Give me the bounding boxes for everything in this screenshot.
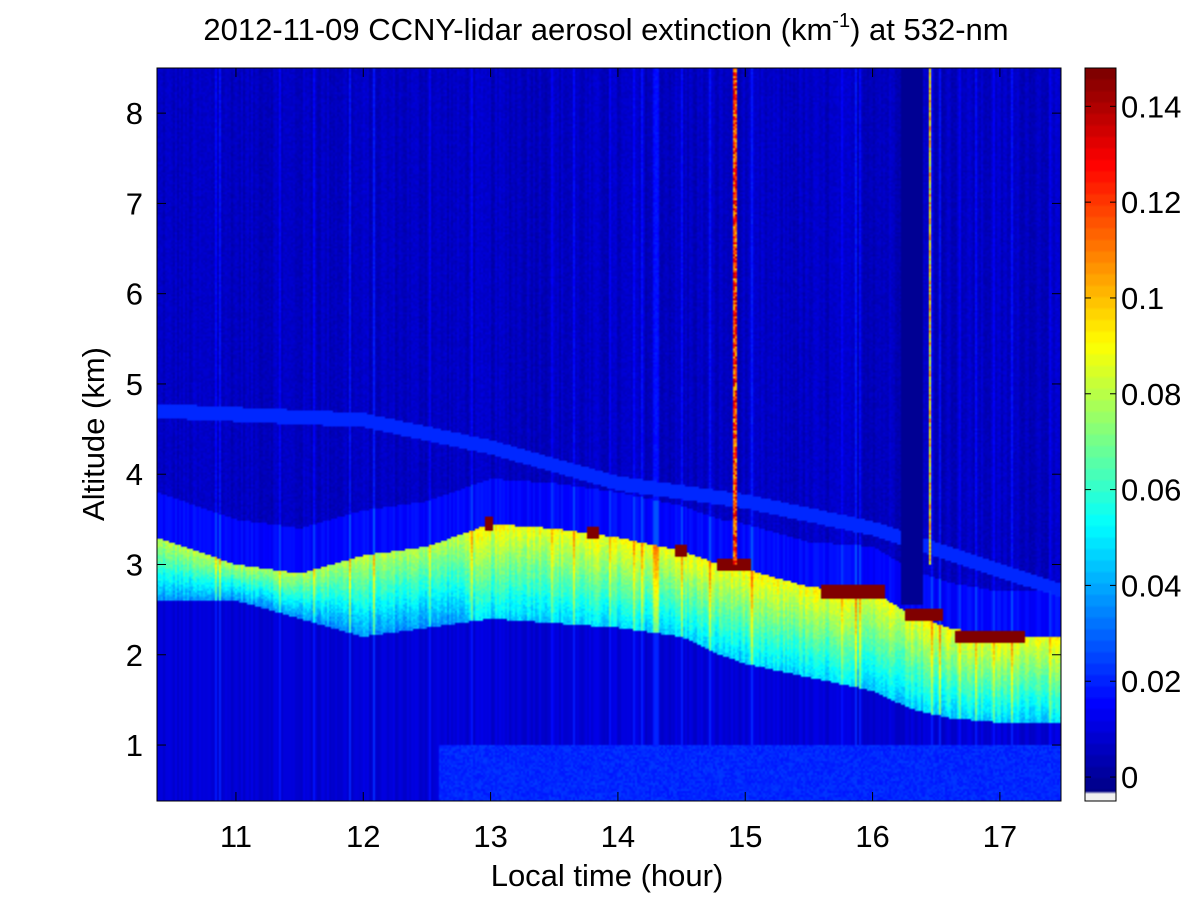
colorbar-tick-label: 0.06 <box>1121 473 1181 508</box>
y-tick-label: 1 <box>126 728 143 763</box>
y-tick-label: 8 <box>126 96 143 131</box>
y-tick-label: 7 <box>126 186 143 221</box>
colorbar-tick-label: 0.08 <box>1121 377 1181 412</box>
x-tick-label: 11 <box>220 819 252 854</box>
y-axis-ticks: 1 2 3 4 5 6 7 8 <box>126 96 1061 763</box>
colorbar: 0 0.02 0.04 0.06 0.08 0.1 0.12 0.14 <box>1084 67 1181 802</box>
y-tick-label: 2 <box>126 638 143 673</box>
colorbar-frame <box>1084 67 1117 802</box>
colorbar-gradient <box>1085 68 1116 801</box>
y-tick-label: 4 <box>126 457 143 492</box>
x-tick-label: 13 <box>473 819 507 854</box>
colorbar-tick-label: 0.12 <box>1121 185 1181 220</box>
x-axis-ticks: 11 12 13 14 15 16 17 <box>220 68 1017 854</box>
y-axis-label: Altitude (km) <box>76 347 111 521</box>
x-axis-label: Local time (hour) <box>491 858 724 893</box>
y-tick-label: 5 <box>126 367 143 402</box>
colorbar-tick-label: 0.1 <box>1121 281 1164 316</box>
x-tick-label: 12 <box>346 819 380 854</box>
x-tick-label: 16 <box>855 819 889 854</box>
y-tick-label: 3 <box>126 547 143 582</box>
x-tick-label: 15 <box>728 819 762 854</box>
colorbar-tick-label: 0.02 <box>1121 664 1181 699</box>
title-tail: ) at 532-nm <box>850 12 1009 47</box>
extinction-heatmap <box>157 68 1061 801</box>
x-tick-label: 17 <box>983 819 1017 854</box>
title-main: 2012-11-09 CCNY-lidar aerosol extinction… <box>203 12 832 47</box>
colorbar-tick-label: 0 <box>1121 760 1138 795</box>
plot-frame <box>156 67 1062 802</box>
colorbar-tick-label: 0.04 <box>1121 568 1181 603</box>
x-tick-label: 14 <box>601 819 635 854</box>
colorbar-ticks: 0 0.02 0.04 0.06 0.08 0.1 0.12 0.14 <box>1085 89 1181 795</box>
y-tick-label: 6 <box>126 277 143 312</box>
title-superscript: -1 <box>832 10 850 32</box>
colorbar-tick-label: 0.14 <box>1121 89 1181 124</box>
chart-title: 2012-11-09 CCNY-lidar aerosol extinction… <box>203 10 1008 47</box>
